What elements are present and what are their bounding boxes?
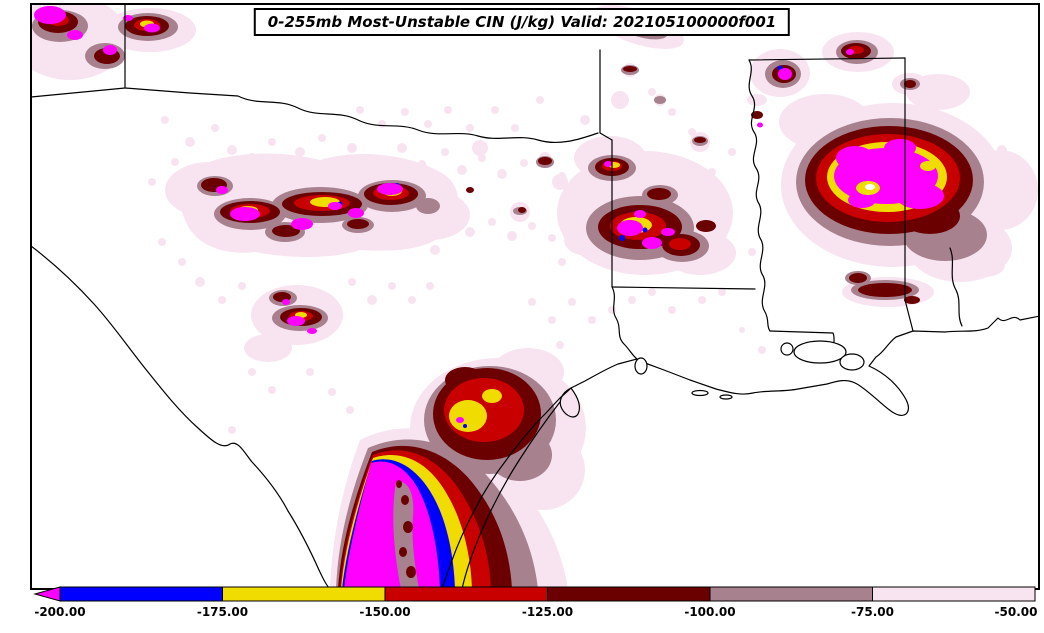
colorbar-segment xyxy=(547,586,711,602)
colorbar-segment xyxy=(59,586,223,602)
colorbar-tick-label: -50.00 xyxy=(995,605,1038,619)
lake-borgne xyxy=(839,353,865,371)
colorbar-tick-label: -150.00 xyxy=(359,605,410,619)
padre-island-barrier xyxy=(461,401,561,589)
sabine-lake xyxy=(634,357,648,375)
contour-fill-below-neg200 xyxy=(34,6,944,589)
state-border-ok-ar xyxy=(599,49,613,141)
colorbar-tick-label: -200.00 xyxy=(34,605,85,619)
state-border-red-river-tx-ok xyxy=(124,87,599,144)
state-border-tn-ms xyxy=(748,57,906,61)
colorbar-tick-label: -175.00 xyxy=(197,605,248,619)
geography-lines xyxy=(31,4,1039,589)
barrier-island xyxy=(719,394,733,400)
lake-maurepas xyxy=(780,342,794,356)
colorbar-segment xyxy=(384,586,548,602)
state-border-ar-la xyxy=(611,286,756,290)
colorbar-group: -200.00 -175.00 -150.00 -125.00 -100.00 -75.0… xyxy=(33,586,1038,619)
gulf-coastline xyxy=(440,315,1039,589)
map-title: 0-255mb Most-Unstable CIN (J/kg) Valid: … xyxy=(253,8,791,36)
rio-grande-river xyxy=(31,245,332,589)
colorbar-segment xyxy=(709,586,873,602)
mississippi-river xyxy=(748,59,771,332)
colorbar-tick-label: -125.00 xyxy=(522,605,573,619)
colorbar-segment xyxy=(872,586,1036,602)
colorbar-segment xyxy=(222,586,386,602)
contour-inner-details xyxy=(393,161,936,589)
mobile-river xyxy=(949,247,963,327)
lake-pontchartrain xyxy=(793,340,847,364)
colorbar-tick-label: -100.00 xyxy=(684,605,735,619)
galveston-bay xyxy=(559,387,581,418)
state-border-ms-al xyxy=(904,57,914,332)
colorbar-tick-label: -75.00 xyxy=(851,605,894,619)
state-border-tx-east-sabine xyxy=(611,139,638,360)
barrier-island xyxy=(691,389,709,397)
